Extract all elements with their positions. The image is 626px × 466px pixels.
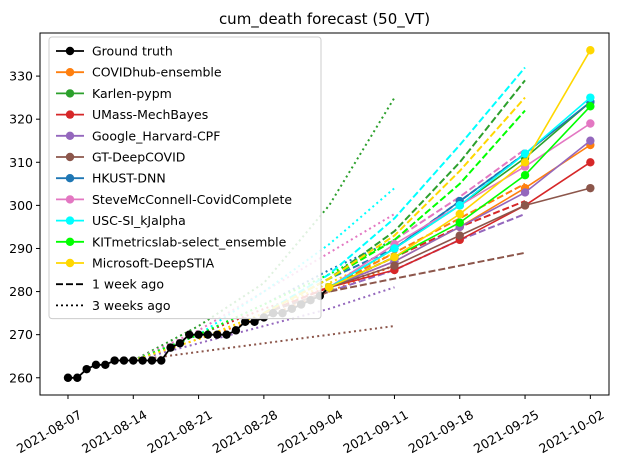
gt-deepcovid-3-weeks-ago-line [133,325,395,362]
microsoft-deepstia-point [520,158,530,167]
kitmetricslab-select-ensemble-point [586,102,595,111]
google-harvard-cpf-point [586,136,595,145]
legend-label-usc-si-kjalpha: USC-SI_kJalpha [92,213,186,228]
gt-deepcovid-point [455,231,464,240]
y-tick-label: 280 [9,284,33,299]
legend-label-hkust-dnn: HKUST-DNN [92,171,166,186]
y-tick-label: 310 [9,155,33,170]
legend-label-gt-deepcovid: GT-DeepCOVID [92,150,185,165]
legend-box [48,36,322,320]
y-tick-label: 270 [9,327,33,342]
legend: Ground truth COVIDhub-ensemble Karlen-pypm… [48,36,322,320]
legend-label-karlen-pypm: Karlen-pypm [92,86,172,101]
legend-label-google-harvard-cpf: Google_Harvard-CPF [92,128,220,143]
stevemcconnell-covidcomplete-1-week-ago-line [263,148,526,314]
legend-marker-gt-deepcovid [65,152,75,162]
ground-truth-point [166,343,175,352]
legend-marker-umass-mechbayes [65,110,75,119]
microsoft-deepstia-point [586,46,595,55]
gt-deepcovid-point [586,183,595,193]
legend-label-kitmetricslab-select-ensemble: KITmetricslab-select_ensemble [92,234,287,249]
legend-label-ground-truth: Ground truth [92,44,173,59]
ground-truth-point [82,364,91,374]
legend-marker-hkust-dnn [65,174,75,183]
legend-marker-microsoft-deepstia [65,258,75,268]
ground-truth-point [101,360,110,370]
kitmetricslab-select-ensemble-point [520,171,530,180]
legend-marker-ground-truth [65,46,75,56]
ground-truth-point [194,330,203,339]
y-tick-label: 290 [9,241,33,256]
ground-truth-point [250,317,259,326]
karlen-pypm-1-week-ago-line [263,79,526,314]
umass-mechbayes-point [586,158,595,167]
legend-label-stevemcconnell-covidcomplete: SteveMcConnell-CovidComplete [92,192,292,207]
legend-marker-google-harvard-cpf [65,131,75,140]
ground-truth-point [91,360,101,370]
stevemcconnell-covidcomplete-point [586,119,595,128]
ground-truth-point [241,317,250,326]
gt-deepcovid-point [520,201,530,210]
ground-truth-point [222,330,231,339]
plot-frame [39,32,610,396]
ground-truth-point [129,356,138,365]
legend-label-covidhub-ensemble: COVIDhub-ensemble [92,65,222,80]
karlen-pypm-3-weeks-ago-line [132,97,396,362]
ground-truth-point [73,373,82,382]
ground-truth-point [119,356,129,365]
ground-truth-point [147,356,157,365]
ground-truth-point [185,330,194,339]
usc-si-kjalpha-point [390,244,399,253]
legend-marker-stevemcconnell-covidcomplete [65,195,75,204]
ground-truth-point [110,356,119,365]
google-harvard-cpf-point [520,188,530,197]
ground-truth-point [231,326,241,335]
usc-si-kjalpha-point [455,201,464,210]
microsoft-deepstia-point [324,283,334,292]
kitmetricslab-select-ensemble-point [455,218,464,227]
microsoft-deepstia-point [390,252,399,262]
legend-marker-usc-si-kjalpha [65,216,75,225]
y-tick-label: 330 [9,69,33,84]
y-tick-label: 260 [9,370,33,385]
ground-truth-point [138,356,147,365]
ground-truth-point [213,330,222,339]
legend-label-umass-mechbayes: UMass-MechBayes [92,107,208,122]
legend-label-1-week-ago: 1 week ago [92,277,164,292]
ground-truth-point [175,339,185,348]
ground-truth-point [203,330,213,339]
microsoft-deepstia-point [455,209,464,219]
legend-label-3-weeks-ago: 3 weeks ago [92,298,171,313]
microsoft-deepstia-1-week-ago-line [263,96,526,314]
usc-si-kjalpha-point [586,93,595,102]
y-tick-label: 300 [9,198,33,213]
stevemcconnell-covidcomplete-3-weeks-ago-line [132,213,396,362]
gt-deepcovid-point [390,261,399,270]
legend-label-microsoft-deepstia: Microsoft-DeepSTIA [92,256,215,271]
legend-marker-covidhub-ensemble [65,68,75,77]
hkust-dnn-3-weeks-ago-line [132,238,395,362]
usc-si-kjalpha-point [520,149,530,158]
ground-truth-point [157,356,166,365]
y-tick-label: 320 [9,112,33,127]
chart-title: cum_death forecast (50_VT) [219,10,430,29]
ground-truth-point [63,373,73,382]
legend-marker-karlen-pypm [65,89,75,98]
legend-marker-kitmetricslab-select-ensemble [65,237,75,246]
